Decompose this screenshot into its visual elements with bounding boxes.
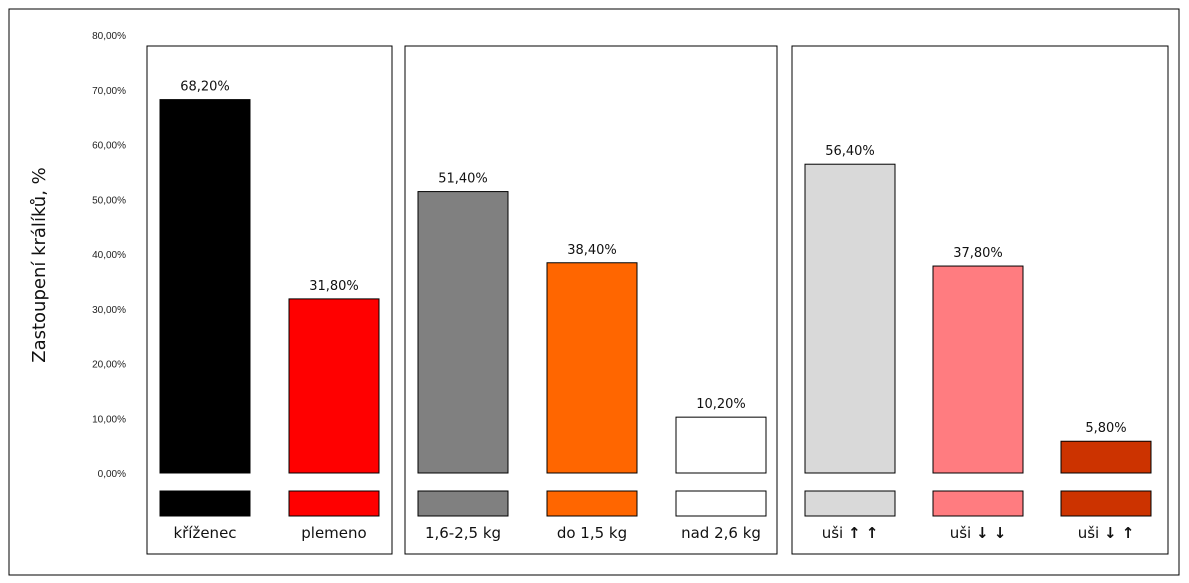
y-tick-label: 0,00% bbox=[98, 469, 126, 480]
arrow-icon: ↑ ↑ bbox=[848, 524, 878, 542]
data-label: 31,80% bbox=[309, 279, 359, 294]
panel-frame bbox=[404, 45, 778, 555]
data-label: 5,80% bbox=[1085, 421, 1126, 436]
panel-frame bbox=[791, 45, 1169, 555]
y-tick-label: 10,00% bbox=[92, 414, 126, 425]
category-label-text: uši bbox=[822, 524, 848, 542]
y-tick-label: 70,00% bbox=[92, 86, 126, 97]
category-label: uši ↓ ↓ bbox=[950, 524, 1007, 542]
category-label: plemeno bbox=[301, 524, 366, 542]
y-axis-label: Zastoupení králíků, % bbox=[29, 167, 50, 363]
bar bbox=[675, 416, 767, 474]
bar bbox=[546, 262, 638, 474]
y-tick-label: 60,00% bbox=[92, 141, 126, 152]
legend-swatch bbox=[159, 490, 251, 517]
data-label: 38,40% bbox=[567, 243, 617, 258]
bar bbox=[288, 298, 380, 474]
bar bbox=[159, 99, 251, 474]
legend-swatch bbox=[932, 490, 1024, 517]
category-label-text: uši bbox=[1078, 524, 1104, 542]
category-label: uši ↓ ↑ bbox=[1078, 524, 1135, 542]
bar bbox=[417, 191, 509, 474]
category-label: 1,6-2,5 kg bbox=[425, 524, 501, 542]
panel-frame bbox=[146, 45, 393, 555]
legend-swatch bbox=[546, 490, 638, 517]
legend-swatch bbox=[1060, 490, 1152, 517]
y-axis: 0,00% 10,00% 20,00% 30,00% 40,00% 50,00% 60,00… bbox=[92, 31, 126, 480]
data-label: 51,40% bbox=[438, 172, 488, 187]
bar bbox=[1060, 440, 1152, 474]
panel-3: 56,40% uši ↑ ↑ 37,80% uši ↓ ↓ 5,80% uši ↓ ↑ bbox=[791, 45, 1169, 555]
arrow-icon: ↓ ↓ bbox=[976, 524, 1006, 542]
category-label: uši ↑ ↑ bbox=[822, 524, 879, 542]
chart-panels: 68,20% kříženec 31,80% plemeno 51,40% 1,6-2,5… bbox=[146, 45, 1169, 555]
legend-swatch bbox=[804, 490, 896, 517]
legend-swatch bbox=[675, 490, 767, 517]
panel-2: 51,40% 1,6-2,5 kg 38,40% do 1,5 kg 10,20% nad… bbox=[404, 45, 778, 555]
data-label: 68,20% bbox=[180, 80, 230, 95]
arrow-icon: ↓ ↑ bbox=[1104, 524, 1134, 542]
panel-1: 68,20% kříženec 31,80% plemeno bbox=[146, 45, 393, 555]
bar bbox=[804, 163, 896, 474]
category-label-text: uši bbox=[950, 524, 976, 542]
y-tick-label: 80,00% bbox=[92, 31, 126, 42]
legend-swatch bbox=[288, 490, 380, 517]
data-label: 56,40% bbox=[825, 144, 875, 159]
data-label: 37,80% bbox=[953, 246, 1003, 261]
y-tick-label: 50,00% bbox=[92, 195, 126, 206]
y-tick-label: 20,00% bbox=[92, 360, 126, 371]
bar bbox=[932, 265, 1024, 474]
y-tick-label: 30,00% bbox=[92, 305, 126, 316]
y-tick-label: 40,00% bbox=[92, 250, 126, 261]
legend-swatch bbox=[417, 490, 509, 517]
data-label: 10,20% bbox=[696, 397, 746, 412]
category-label: nad 2,6 kg bbox=[681, 524, 761, 542]
category-label: do 1,5 kg bbox=[557, 524, 627, 542]
category-label: kříženec bbox=[173, 524, 236, 542]
